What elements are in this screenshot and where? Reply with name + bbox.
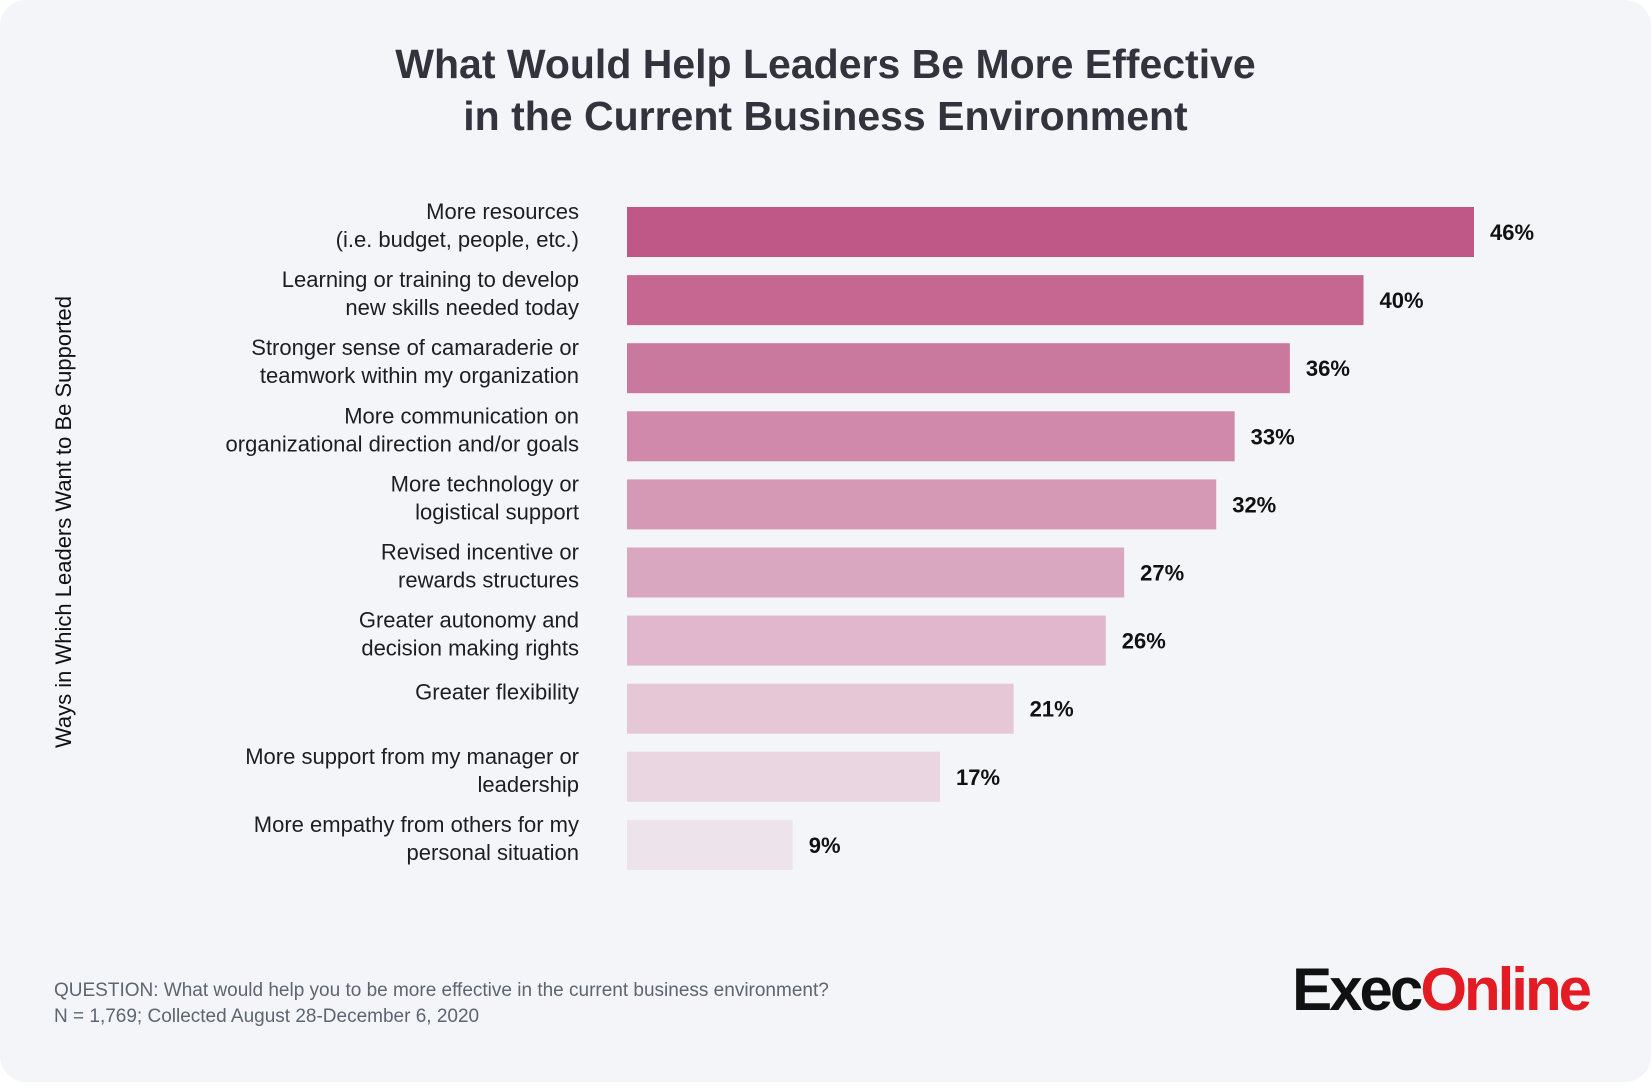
category-label-7-line-0: Greater flexibility	[415, 680, 579, 705]
category-label-6-line-1: decision making rights	[361, 636, 579, 661]
value-label-0: 46%	[1490, 220, 1534, 245]
category-label-8-line-0: More support from my manager or	[245, 744, 579, 769]
category-label-3-line-1: organizational direction and/or goals	[226, 431, 579, 456]
category-label-5-line-0: Revised incentive or	[381, 540, 579, 565]
category-label-2-line-1: teamwork within my organization	[260, 363, 579, 388]
category-label-6-line-0: Greater autonomy and	[359, 608, 579, 633]
category-label-3-line-0: More communication on	[344, 403, 579, 428]
category-label-5-line-1: rewards structures	[398, 568, 579, 593]
value-label-6: 26%	[1122, 629, 1166, 654]
category-label-0-line-0: More resources	[426, 199, 579, 224]
bar-4	[627, 479, 1217, 530]
category-label-1-line-1: new skills needed today	[345, 295, 579, 320]
value-label-3: 33%	[1251, 424, 1295, 449]
category-label-9-line-0: More empathy from others for my	[254, 812, 579, 837]
category-label-9-line-1: personal situation	[407, 840, 579, 865]
value-label-9: 9%	[809, 833, 841, 858]
logo-text-exec: Exec	[1292, 956, 1423, 1023]
value-label-4: 32%	[1232, 492, 1276, 517]
category-label-4-line-0: More technology or	[391, 471, 579, 496]
bar-6	[627, 615, 1106, 666]
category-label-0-line-1: (i.e. budget, people, etc.)	[336, 227, 579, 252]
bar-3	[627, 411, 1235, 462]
value-label-7: 21%	[1030, 697, 1074, 722]
chart-title-line-2: in the Current Business Environment	[463, 93, 1188, 139]
bar-1	[627, 275, 1364, 326]
category-label-8-line-1: leadership	[477, 772, 579, 797]
bar-0	[627, 207, 1474, 257]
footnote: QUESTION: What would help you to be more…	[54, 978, 829, 1030]
bar-8	[627, 751, 941, 802]
bar-9	[627, 819, 793, 870]
logo-text-online: Online	[1420, 956, 1592, 1023]
bar-2	[627, 343, 1290, 394]
category-label-2-line-0: Stronger sense of camaraderie or	[251, 335, 579, 360]
category-label-1-line-0: Learning or training to develop	[282, 267, 579, 292]
value-label-8: 17%	[956, 765, 1000, 790]
chart-title-line-1: What Would Help Leaders Be More Effectiv…	[395, 41, 1256, 87]
bar-5	[627, 547, 1125, 598]
value-label-5: 27%	[1140, 561, 1184, 586]
footnote-sample: N = 1,769; Collected August 28-December …	[54, 1006, 480, 1027]
footnote-question: QUESTION: What would help you to be more…	[54, 980, 829, 1001]
value-label-1: 40%	[1380, 288, 1424, 313]
category-label-4-line-1: logistical support	[415, 499, 579, 524]
value-label-2: 36%	[1306, 356, 1350, 381]
execonline-logo: ExecOnline	[1292, 960, 1592, 1020]
chart-title: What Would Help Leaders Be More Effectiv…	[0, 38, 1651, 142]
bar-7	[627, 683, 1014, 734]
